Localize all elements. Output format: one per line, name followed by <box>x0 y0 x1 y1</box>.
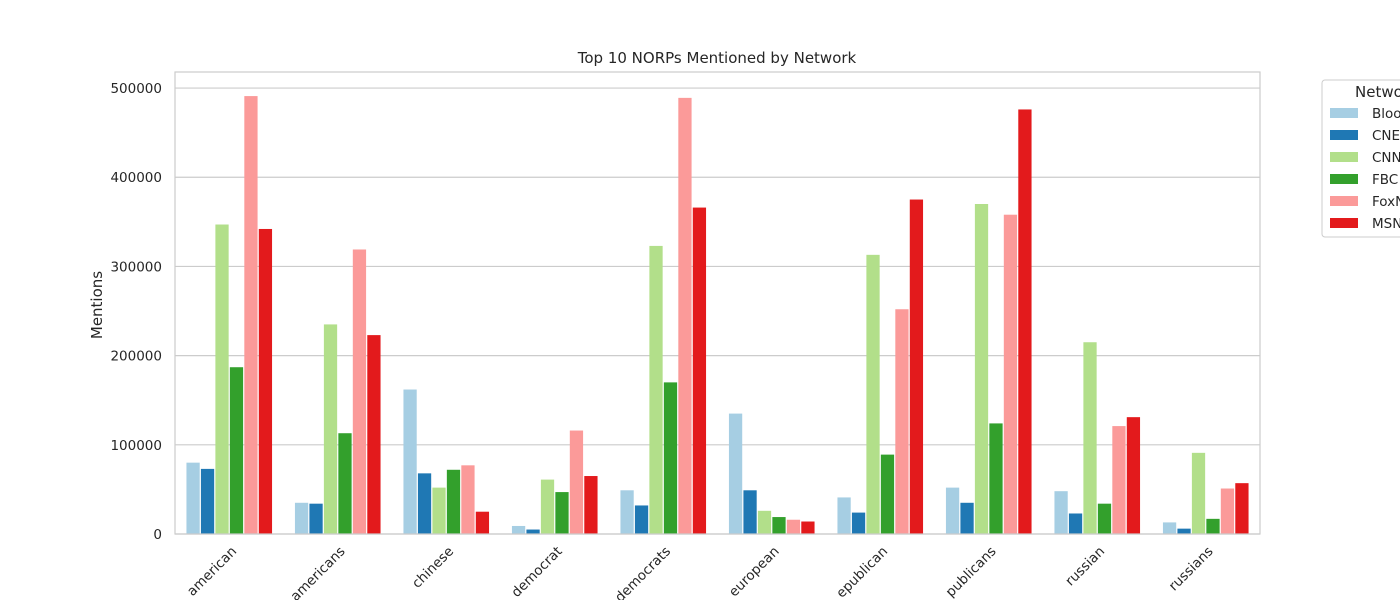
bar-democrats-bloo <box>620 490 634 534</box>
legend-label: MSN <box>1372 216 1400 232</box>
legend-label: FoxN <box>1372 194 1400 210</box>
x-axis-ticks: american americans chinese democrat democrat… <box>184 544 1217 600</box>
x-tick-label: epublican <box>833 544 891 600</box>
y-axis-ticks: 0 100000 200000 300000 400000 500000 <box>110 81 162 543</box>
bar-americans-foxn <box>352 249 367 534</box>
bar-american-cne <box>200 468 215 534</box>
x-tick-label: publicans <box>943 544 1000 600</box>
y-tick-label: 400000 <box>110 170 162 186</box>
x-tick-label: democrat <box>508 544 565 600</box>
x-tick-label: russians <box>1166 544 1217 595</box>
bar-russian-bloo <box>1054 491 1068 534</box>
bar-democrats-cnn <box>649 245 663 534</box>
y-tick-label: 500000 <box>110 81 162 97</box>
x-tick-label: democrats <box>612 544 674 600</box>
bar-chinese-msn <box>475 511 490 534</box>
bar-democrats-msn <box>692 207 707 534</box>
bar-democrats-fbc <box>663 382 678 534</box>
bar-republican-msn <box>909 199 924 535</box>
legend-label: Bloo <box>1372 106 1400 122</box>
legend-swatch-cnn <box>1330 152 1358 162</box>
bar-republicans-cnn <box>974 204 989 534</box>
x-tick-label: american <box>184 544 240 600</box>
legend-swatch-cne <box>1330 130 1358 140</box>
chart-title: Top 10 NORPs Mentioned by Network <box>577 49 857 67</box>
bar-russian-cne <box>1068 513 1083 534</box>
bar-american-cnn <box>215 224 229 534</box>
bar-republican-cne <box>851 512 866 534</box>
bar-russians-fbc <box>1206 518 1220 534</box>
y-axis-label: Mentions <box>88 271 106 339</box>
bar-democrat-bloo <box>511 525 526 534</box>
legend-label: CNE <box>1372 128 1400 144</box>
bar-european-bloo <box>728 413 743 534</box>
bar-chinese-cne <box>417 473 432 534</box>
bar-chinese-bloo <box>403 389 417 534</box>
bar-european-msn <box>801 521 815 534</box>
legend-swatch-fbc <box>1330 174 1358 184</box>
x-tick-label: russian <box>1062 544 1108 590</box>
bar-americans-msn <box>367 335 381 534</box>
bar-chinese-foxn <box>461 465 475 534</box>
bar-democrats-cne <box>634 505 649 534</box>
bar-russian-foxn <box>1112 426 1126 534</box>
plot-frame <box>174 71 1261 535</box>
bar-russians-cne <box>1177 528 1191 534</box>
x-tick-label: americans <box>288 544 349 600</box>
bar-russians-foxn <box>1220 488 1235 534</box>
bar-russian-fbc <box>1097 503 1112 534</box>
bar-russian-msn <box>1126 417 1141 534</box>
y-tick-label: 300000 <box>110 259 162 275</box>
bar-american-bloo <box>186 462 200 534</box>
bar-american-foxn <box>244 96 258 534</box>
x-tick-label: chinese <box>409 544 457 592</box>
bar-americans-cnn <box>323 324 338 534</box>
bar-republicans-fbc <box>989 423 1003 534</box>
bar-european-foxn <box>786 519 801 534</box>
bar-democrats-foxn <box>678 97 692 534</box>
grid-lines <box>175 87 1260 535</box>
legend-label: CNN <box>1372 150 1400 166</box>
legend-title: Netwo <box>1355 83 1400 101</box>
bar-americans-cne <box>309 503 323 534</box>
legend-label: FBC <box>1372 172 1398 188</box>
bar-democrat-cne <box>526 529 540 534</box>
bar-republican-bloo <box>837 497 851 534</box>
bars <box>186 96 1249 535</box>
legend-swatch-msn <box>1330 218 1358 228</box>
bar-republican-foxn <box>895 309 909 534</box>
bar-russians-msn <box>1235 483 1249 534</box>
bar-democrat-cnn <box>540 479 555 534</box>
bar-russians-cnn <box>1191 452 1206 534</box>
bar-republicans-cne <box>960 502 974 534</box>
bar-democrat-fbc <box>555 492 569 534</box>
bar-republicans-bloo <box>945 487 960 534</box>
bar-democrat-msn <box>584 476 598 534</box>
y-tick-label: 0 <box>153 527 162 543</box>
bar-russian-cnn <box>1083 342 1097 534</box>
legend: Netwo Bloo CNE CNN FBC FoxN MSN <box>1321 79 1400 238</box>
bar-european-cnn <box>757 510 772 534</box>
bar-republican-fbc <box>880 454 895 534</box>
bar-american-fbc <box>229 367 244 534</box>
bar-republicans-msn <box>1018 109 1032 534</box>
bar-chinese-cnn <box>432 487 446 534</box>
bar-americans-bloo <box>294 502 309 534</box>
bar-european-cne <box>743 490 757 534</box>
bar-democrat-foxn <box>569 430 584 534</box>
y-tick-label: 100000 <box>110 438 162 454</box>
bar-republicans-foxn <box>1003 214 1018 534</box>
x-tick-label: european <box>726 544 783 600</box>
legend-swatch-bloo <box>1330 108 1358 118</box>
bar-republican-cnn <box>866 254 880 535</box>
bar-american-msn <box>258 228 273 535</box>
bar-americans-fbc <box>338 433 352 534</box>
y-tick-label: 200000 <box>110 349 162 365</box>
bar-russians-bloo <box>1162 522 1177 534</box>
bar-chinese-fbc <box>446 469 461 534</box>
bar-european-fbc <box>772 517 786 534</box>
legend-swatch-foxn <box>1330 196 1358 206</box>
